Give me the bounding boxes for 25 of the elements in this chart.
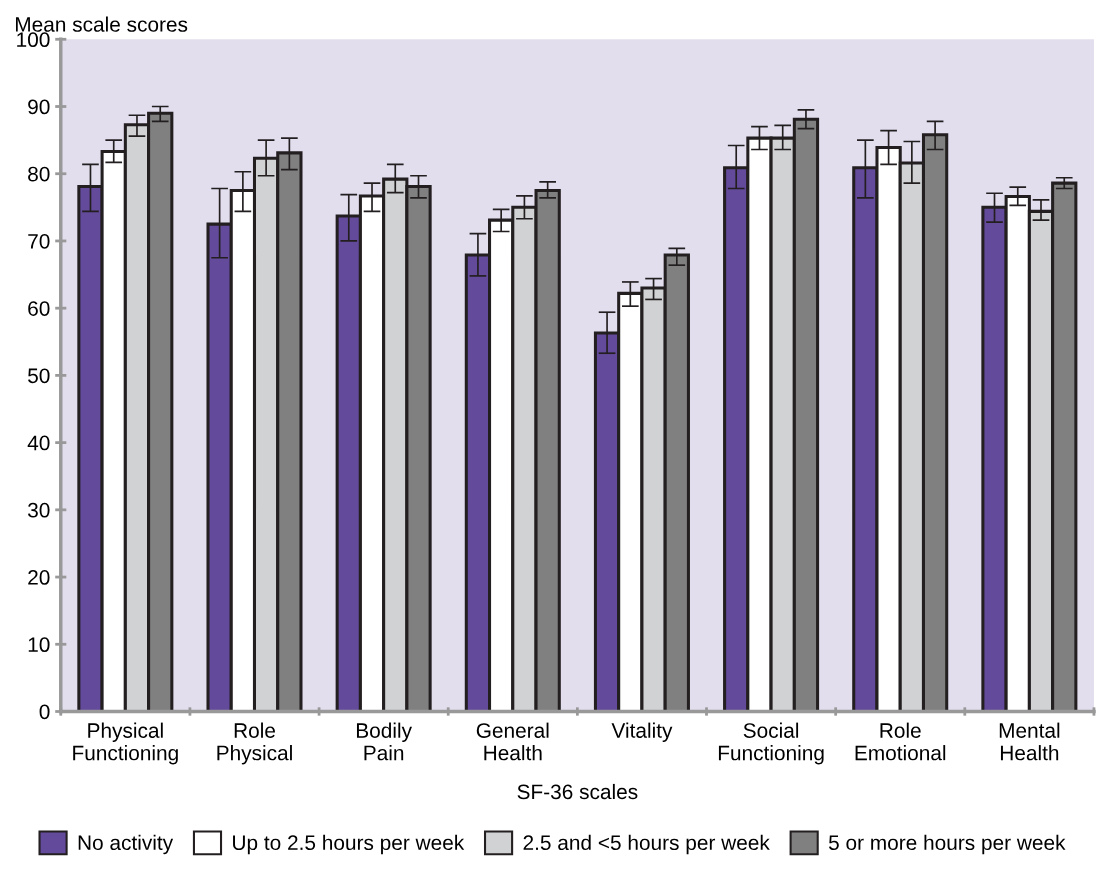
y-tick-label: 70 bbox=[28, 233, 50, 249]
x-tick-label: Physical Functioning bbox=[73, 722, 178, 765]
legend-label: No activity bbox=[78, 834, 174, 855]
y-tick-label: 0 bbox=[39, 704, 50, 720]
y-tick-label: 90 bbox=[28, 99, 50, 115]
legend-label: 2.5 and <5 hours per week bbox=[523, 834, 770, 855]
y-tick-label: 20 bbox=[28, 570, 50, 585]
y-tick-label: 30 bbox=[27, 502, 50, 518]
x-tick-label: Role Emotional bbox=[855, 722, 946, 761]
x-axis-title: SF-36 scales bbox=[517, 783, 638, 800]
y-tick-label: 50 bbox=[28, 368, 50, 384]
x-tick-label: Vitality bbox=[611, 722, 673, 743]
legend-label: 5 or more hours per week bbox=[828, 834, 1066, 855]
y-axis-title: Mean scale scores bbox=[15, 16, 188, 32]
y-tick-label: 60 bbox=[28, 301, 50, 316]
y-tick-label: 80 bbox=[28, 166, 50, 182]
y-tick-label: 100 bbox=[17, 32, 50, 48]
x-tick-label: Bodily Pain bbox=[356, 722, 412, 761]
legend-label: Up to 2.5 hours per week bbox=[233, 834, 465, 855]
y-tick-label: 40 bbox=[27, 435, 50, 451]
y-tick-label: 10 bbox=[28, 637, 50, 653]
x-tick-label: Mental Health bbox=[999, 722, 1060, 761]
x-tick-label: Role Physical bbox=[217, 722, 292, 765]
x-tick-label: General Health bbox=[476, 722, 549, 761]
x-tick-label: Social Functioning bbox=[718, 722, 824, 765]
